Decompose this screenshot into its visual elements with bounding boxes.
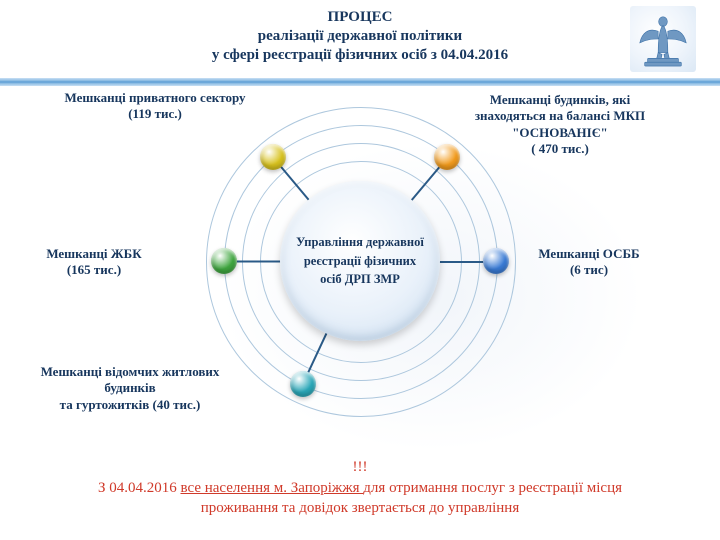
diagram-node <box>290 371 316 397</box>
header-divider <box>0 78 720 86</box>
crest-emblem <box>630 6 696 72</box>
slide-title: ПРОЦЕС реалізації державної політики у с… <box>0 8 720 64</box>
node-label: Мешканці ОСББ(6 тис) <box>514 246 664 279</box>
diagram-node <box>483 248 509 274</box>
footer-text: З 04.04.2016 все населення м. Запоріжжя … <box>70 478 650 519</box>
node-label: Мешканці приватного сектору(119 тис.) <box>60 90 250 123</box>
footer-exclamation: !!! <box>70 457 650 477</box>
title-line-3: у сфері реєстрації фізичних осіб з 04.04… <box>0 46 720 65</box>
radial-diagram: Мешканці будинків, які знаходяться на ба… <box>50 96 670 426</box>
footer-pre: З 04.04.2016 <box>98 480 181 496</box>
slide: ПРОЦЕС реалізації державної політики у с… <box>0 0 720 540</box>
title-line-2: реалізації державної політики <box>0 27 720 46</box>
title-line-1: ПРОЦЕС <box>0 8 720 27</box>
node-label: Мешканці відомчих житлових будинківта гу… <box>30 364 230 413</box>
node-label: Мешканці будинків, які знаходяться на ба… <box>460 92 660 157</box>
footer-note: !!! З 04.04.2016 все населення м. Запорі… <box>70 457 650 518</box>
center-hub: Управління державної реєстрації фізичних… <box>280 181 440 341</box>
diagram-node <box>211 248 237 274</box>
diagram-node <box>260 144 286 170</box>
angel-icon <box>634 10 692 68</box>
footer-underline: все населення м. Запоріжжя <box>180 480 363 496</box>
node-label: Мешканці ЖБК(165 тис.) <box>14 246 174 279</box>
